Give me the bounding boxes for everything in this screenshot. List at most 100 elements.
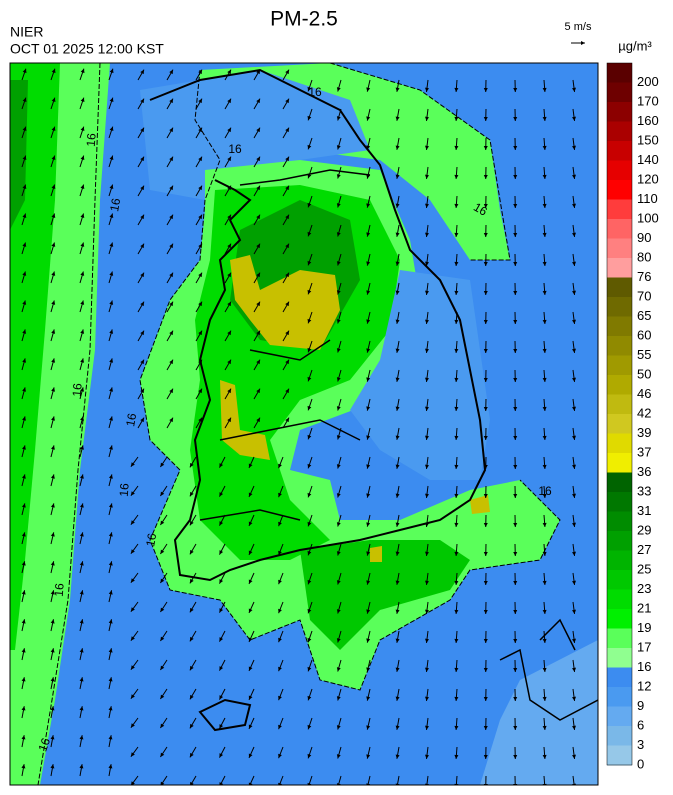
wind-arrowhead	[572, 580, 577, 585]
wind-arrowhead	[108, 590, 113, 595]
wind-arrowhead	[572, 145, 577, 150]
wind-arrowhead	[285, 156, 289, 162]
wind-arrowhead	[50, 735, 55, 740]
wind-arrowhead	[572, 783, 576, 785]
wind-arrows	[21, 68, 577, 785]
wind-arrowhead	[160, 607, 165, 613]
wind-arrowhead	[483, 696, 488, 701]
wind-arrowhead	[336, 348, 341, 353]
wind-arrowhead	[336, 174, 341, 179]
wind-arrowhead	[109, 416, 113, 421]
wind-arrowhead	[50, 677, 55, 682]
wind-arrowhead	[169, 272, 173, 278]
wind-arrowhead	[256, 359, 260, 365]
wind-arrowhead	[395, 696, 400, 701]
wind-arrowhead	[256, 127, 260, 133]
wind-arrowhead	[80, 155, 85, 160]
wind-arrowhead	[542, 87, 547, 92]
wind-arrowhead	[22, 242, 27, 247]
north-low-field	[140, 70, 370, 200]
wind-arrowhead	[513, 377, 518, 382]
wind-arrowhead	[366, 203, 371, 208]
colorbar-label: 120	[637, 171, 659, 186]
contour-line	[37, 63, 561, 785]
wind-arrowhead	[395, 290, 400, 295]
colorbar-label: 25	[637, 561, 651, 576]
wind-arrowhead	[572, 464, 577, 469]
wind-arrowhead	[454, 638, 459, 643]
wind-arrowhead	[454, 609, 459, 614]
wind-arrowhead	[79, 561, 84, 566]
wind-arrowhead	[140, 272, 144, 278]
wind-arrowhead	[130, 491, 135, 496]
southeast-low-field	[350, 270, 490, 480]
wind-arrowhead	[336, 261, 341, 266]
wind-arrow	[367, 775, 371, 785]
contour-label: 16	[70, 382, 85, 397]
wind-arrowhead	[79, 648, 84, 653]
wind-arrowhead	[219, 521, 224, 526]
wind-arrowhead	[336, 290, 341, 295]
colorbar-label: 27	[637, 542, 651, 557]
wind-arrowhead	[169, 301, 173, 307]
colorbar-segment	[607, 336, 632, 356]
wind-arrowhead	[22, 155, 27, 160]
colorbar-label: 100	[637, 210, 659, 225]
wind-arrowhead	[425, 638, 429, 643]
wind-arrow	[572, 775, 575, 785]
wind-arrowhead	[572, 319, 577, 324]
wind-arrowhead	[198, 185, 202, 191]
wind-arrowhead	[572, 551, 577, 556]
wind-arrowhead	[256, 243, 260, 249]
wind-arrowhead	[336, 319, 341, 324]
wind-arrowhead	[22, 97, 27, 103]
wind-arrowhead	[395, 319, 400, 324]
wind-arrowhead	[307, 724, 312, 730]
wind-arrowhead	[513, 464, 518, 469]
unit: µg/m³	[618, 38, 652, 53]
wind-arrowhead	[80, 242, 85, 247]
wind-arrowhead	[198, 301, 202, 307]
colorbar-segment	[607, 199, 632, 220]
wind-arrowhead	[160, 665, 165, 671]
wind-arrowhead	[395, 203, 400, 208]
colorbar-segment	[607, 531, 632, 551]
wind-arrowhead	[227, 330, 231, 336]
wind-arrowhead	[425, 667, 429, 672]
wind-arrowhead	[366, 261, 371, 266]
wind-arrowhead	[21, 648, 26, 653]
colorbar-label: 21	[637, 600, 651, 615]
wind-arrowhead	[307, 579, 312, 585]
wind-arrowhead	[21, 561, 26, 566]
colorbar-label: 3	[637, 737, 644, 752]
wind-arrowhead	[454, 551, 459, 556]
colorbar: 2001701601501401201101009080767065605550…	[606, 62, 659, 771]
wind-arrowhead	[454, 232, 459, 237]
wind-arrow	[249, 775, 255, 785]
wind-arrowhead	[513, 406, 518, 411]
wind-arrowhead	[130, 636, 135, 641]
wind-arrowhead	[80, 329, 85, 334]
wind-arrowhead	[366, 435, 371, 440]
colorbar-segment	[607, 648, 632, 668]
wind-arrowhead	[51, 68, 56, 74]
wind-arrowhead	[483, 261, 488, 266]
wind-arrowhead	[366, 116, 371, 121]
wind-arrowhead	[307, 318, 312, 324]
wind-arrowhead	[425, 435, 429, 440]
wind-arrowhead	[454, 87, 459, 92]
wind-arrowhead	[336, 116, 341, 121]
wind-arrowhead	[130, 607, 135, 612]
province-border	[199, 169, 371, 521]
colorbar-segment	[607, 219, 632, 239]
wind-arrowhead	[140, 98, 144, 104]
wind-arrowhead	[572, 638, 577, 643]
wind-arrowhead	[169, 127, 173, 133]
wind-arrowhead	[513, 261, 518, 266]
wind-arrowhead	[336, 435, 341, 440]
wind-arrowhead	[189, 491, 194, 497]
wind-arrowhead	[513, 638, 518, 643]
wind-arrowhead	[189, 752, 194, 758]
wind-arrowhead	[248, 753, 253, 758]
wind-arrowhead	[80, 300, 85, 305]
